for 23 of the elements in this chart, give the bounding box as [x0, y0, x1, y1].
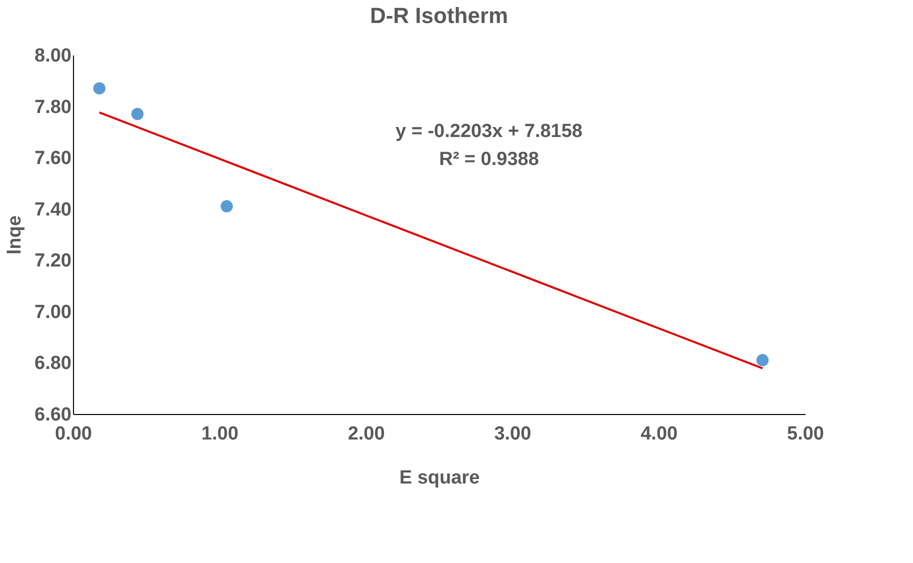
point [131, 108, 144, 120]
y-tick-label: 7.80 [34, 96, 72, 118]
x-tick-label: 5.00 [787, 424, 824, 444]
annotation: y = -0.2203x + 7.8158 [396, 121, 582, 142]
point [93, 82, 106, 94]
x-tick-label: 3.00 [494, 424, 532, 444]
x-tick-label: 4.00 [640, 424, 678, 444]
annotation: R² = 0.9388 [439, 149, 539, 170]
point [756, 354, 769, 366]
x-tick-label: 1.00 [201, 424, 238, 444]
y-tick-label: 6.60 [34, 404, 72, 426]
y-tick-label: 7.40 [34, 199, 72, 220]
x-tick-label: 2.00 [348, 424, 385, 444]
point [220, 200, 233, 212]
y-tick-label: 7.00 [34, 302, 72, 323]
y-tick-label: 6.80 [34, 353, 72, 374]
chart-title: D-R Isotherm [370, 3, 508, 28]
y-tick-label: 7.60 [34, 148, 72, 170]
y-tick-label: 7.20 [34, 250, 72, 272]
y-tick-label: 8.00 [34, 46, 72, 66]
y-axis-title: lnqe [4, 215, 26, 255]
x-tick-label: 0.00 [55, 424, 92, 444]
x-axis-title: E square [399, 468, 480, 488]
